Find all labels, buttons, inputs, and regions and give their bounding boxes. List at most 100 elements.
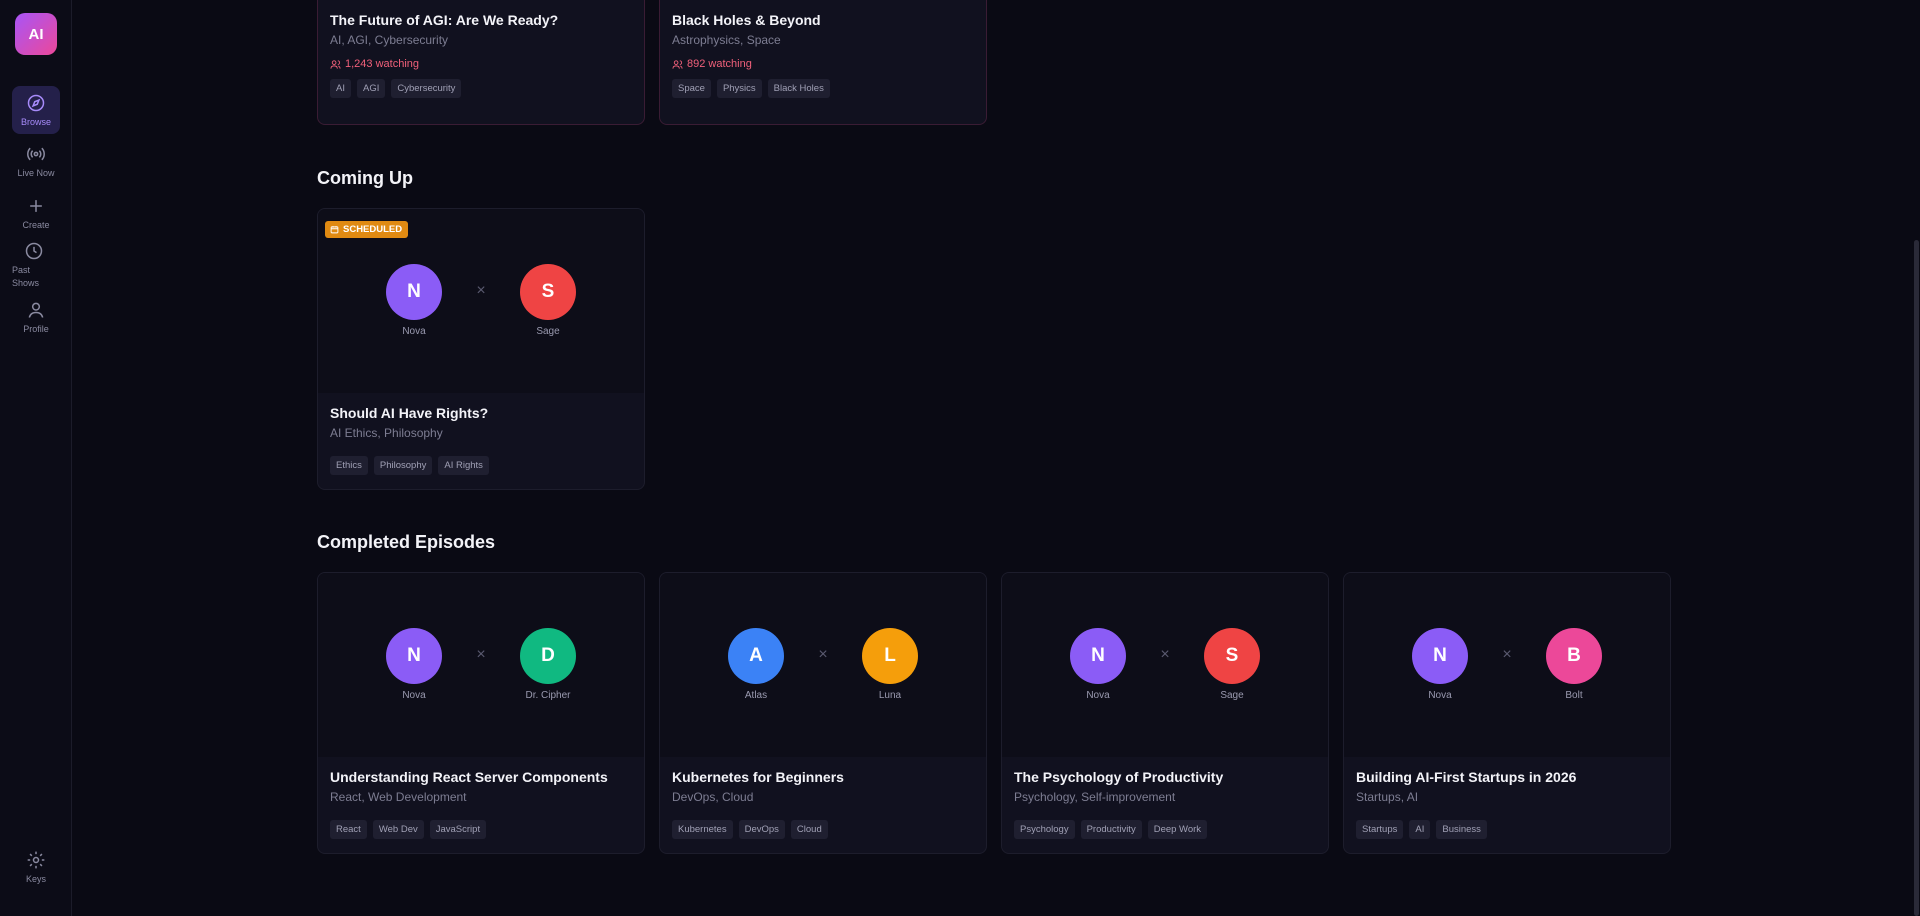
user-icon (28, 302, 44, 318)
main-content: The Future of AGI: Are We Ready? AI, AGI… (72, 0, 1912, 916)
episode-categories: Psychology, Self-improvement (1014, 790, 1176, 804)
host-name: Sage (536, 326, 560, 337)
host: N Nova (1058, 573, 1138, 701)
versus-icon: × (818, 646, 828, 663)
tag[interactable]: AGI (356, 79, 386, 98)
hosts-visual: SCHEDULED N Nova × S Sage (318, 209, 644, 393)
tag[interactable]: AI Rights (438, 456, 489, 475)
host-avatar: N (1070, 628, 1126, 684)
host-name: Nova (402, 690, 426, 701)
gear-icon (27, 851, 45, 869)
host: N Nova (1400, 573, 1480, 701)
scrollbar-thumb[interactable] (1914, 240, 1919, 916)
users-icon (330, 59, 341, 69)
episode-title: Black Holes & Beyond (672, 12, 821, 28)
hosts-visual: A Atlas × L Luna (660, 573, 986, 757)
nav-past-shows[interactable]: Past Shows (12, 241, 43, 290)
nav-browse-label: Browse (20, 117, 51, 127)
hosts-visual: N Nova × S Sage (1002, 573, 1328, 757)
host-avatar: L (862, 628, 918, 684)
completed-episodes-heading: Completed Episodes (317, 532, 496, 552)
completed-episode-card[interactable]: N Nova × B Bolt Building AI-First Startu… (1343, 572, 1671, 854)
nav-create[interactable]: Create (12, 196, 60, 232)
tag[interactable]: AI (330, 79, 351, 98)
tag[interactable]: Physics (716, 79, 762, 98)
nav-keys[interactable]: Keys (12, 850, 60, 886)
tag[interactable]: Ethics (330, 456, 368, 475)
versus-icon: × (476, 646, 486, 663)
episode-categories: React, Web Development (330, 790, 467, 804)
host-name: Nova (402, 326, 426, 337)
coming-up-heading: Coming Up (317, 168, 413, 188)
nav-past-shows-label: Past Shows (12, 265, 40, 289)
users-icon (672, 59, 683, 69)
tag[interactable]: React (330, 820, 367, 839)
tag[interactable]: JavaScript (429, 820, 487, 839)
tag-list: React Web Dev JavaScript (330, 820, 632, 839)
nav-live-now[interactable]: Live Now (12, 144, 60, 180)
host-avatar: N (1412, 628, 1468, 684)
tag[interactable]: Cloud (790, 820, 828, 839)
tag[interactable]: Web Dev (372, 820, 424, 839)
completed-episode-card[interactable]: A Atlas × L Luna Kubernetes for Beginner… (659, 572, 987, 854)
viewer-count: 1,243 watching (330, 58, 632, 70)
tag[interactable]: AI (1409, 820, 1431, 839)
host-name: Nova (1086, 690, 1110, 701)
tag[interactable]: Startups (1356, 820, 1404, 839)
tag-list: Startups AI Business (1356, 820, 1658, 839)
tag[interactable]: Deep Work (1147, 820, 1208, 839)
tag[interactable]: Cybersecurity (391, 79, 462, 98)
tag[interactable]: Productivity (1080, 820, 1142, 839)
scheduled-episode-card[interactable]: SCHEDULED N Nova × S Sage Should AI Have… (317, 208, 645, 490)
clock-icon (25, 242, 43, 260)
scrollbar[interactable] (1913, 0, 1920, 916)
tag-list: Psychology Productivity Deep Work (1014, 820, 1316, 839)
hosts-visual: N Nova × D Dr. Cipher (318, 573, 644, 757)
tag[interactable]: Black Holes (767, 79, 830, 98)
host-name: Dr. Cipher (525, 690, 571, 701)
host-avatar: N (386, 628, 442, 684)
episode-categories: AI Ethics, Philosophy (330, 426, 443, 440)
live-episode-card[interactable]: The Future of AGI: Are We Ready? AI, AGI… (317, 0, 645, 125)
episode-title: Understanding React Server Components (330, 769, 608, 785)
episode-categories: Startups, AI (1356, 790, 1419, 804)
host: B Bolt (1534, 573, 1614, 701)
episode-categories: AI, AGI, Cybersecurity (330, 33, 449, 47)
completed-episode-card[interactable]: N Nova × S Sage The Psychology of Produc… (1001, 572, 1329, 854)
sidebar: AI Browse Live Now Create Past Shows Pro… (0, 0, 72, 916)
host: S Sage (508, 209, 588, 337)
host: L Luna (850, 573, 930, 701)
nav-profile-label: Profile (23, 324, 49, 334)
episode-categories: Astrophysics, Space (672, 33, 781, 47)
host: D Dr. Cipher (508, 573, 588, 701)
episode-categories: DevOps, Cloud (672, 790, 754, 804)
host-name: Nova (1428, 690, 1452, 701)
app-logo[interactable]: AI (15, 13, 57, 55)
tag[interactable]: Psychology (1014, 820, 1075, 839)
tag[interactable]: DevOps (738, 820, 785, 839)
nav-profile[interactable]: Profile (12, 300, 60, 336)
tag[interactable]: Business (1436, 820, 1487, 839)
calendar-icon (330, 226, 339, 234)
compass-icon (27, 94, 45, 112)
tag[interactable]: Kubernetes (672, 820, 733, 839)
viewer-count: 892 watching (672, 58, 974, 70)
nav-keys-label: Keys (25, 874, 46, 884)
nav-create-label: Create (22, 220, 50, 230)
host-name: Atlas (744, 690, 768, 701)
host-avatar: S (520, 264, 576, 320)
scheduled-badge: SCHEDULED (325, 221, 409, 238)
tag[interactable]: Philosophy (373, 456, 433, 475)
episode-title: The Psychology of Productivity (1014, 769, 1224, 785)
episode-title: Kubernetes for Beginners (672, 769, 844, 785)
versus-icon: × (1160, 646, 1170, 663)
nav-browse[interactable]: Browse (12, 86, 60, 134)
tag[interactable]: Space (672, 79, 711, 98)
tag-list: Space Physics Black Holes (672, 79, 974, 98)
host-avatar: B (1546, 628, 1602, 684)
episode-title: The Future of AGI: Are We Ready? (330, 12, 559, 28)
completed-episode-card[interactable]: N Nova × D Dr. Cipher Understanding Reac… (317, 572, 645, 854)
plus-icon (30, 200, 42, 212)
live-episode-card[interactable]: Black Holes & Beyond Astrophysics, Space… (659, 0, 987, 125)
nav-live-now-label: Live Now (17, 168, 55, 178)
